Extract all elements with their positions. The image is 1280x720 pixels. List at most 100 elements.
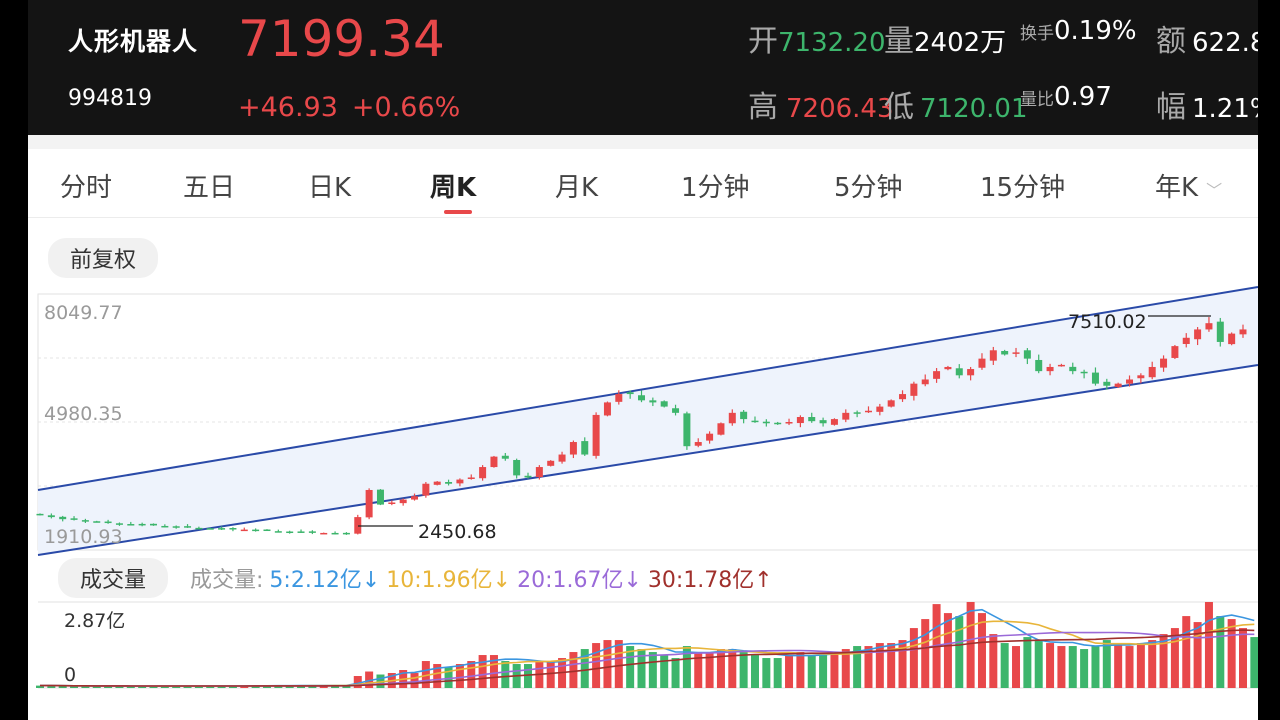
- candle-body: [1012, 352, 1020, 354]
- high-value: 7206.43: [786, 94, 894, 124]
- candle-body: [989, 350, 997, 361]
- candle-body: [1137, 375, 1145, 379]
- candle-body: [1205, 323, 1213, 330]
- candle-body: [399, 499, 407, 504]
- volume-bar: [160, 685, 169, 688]
- candle-body: [354, 517, 362, 534]
- candle-body: [615, 394, 623, 402]
- low-annotation-label: 2450.68: [418, 521, 497, 543]
- volume-bar: [909, 628, 918, 688]
- volume-bar: [47, 685, 56, 688]
- volume-bar: [671, 658, 680, 688]
- tab-yearly-k[interactable]: 年K ﹀: [1155, 167, 1222, 204]
- volume-bar: [297, 685, 306, 688]
- candle-body: [876, 406, 884, 412]
- volume-bar: [728, 649, 737, 688]
- volume-bar: [206, 685, 215, 688]
- volume-bar: [898, 640, 907, 688]
- tab-15-minute[interactable]: 15分钟: [980, 173, 1066, 203]
- candle-body: [59, 516, 67, 520]
- volume-bar: [489, 655, 498, 688]
- candle-body: [751, 420, 759, 423]
- candle-body: [638, 395, 645, 401]
- quote-header: 人形机器人 994819 7199.34 +46.93 +0.66% 开7132.…: [28, 0, 1258, 135]
- candle-body: [944, 366, 952, 370]
- volume-bar: [365, 671, 374, 688]
- index-code: 994819: [68, 86, 152, 111]
- candle-body: [660, 401, 668, 407]
- tab-intraday[interactable]: 分时: [60, 173, 113, 203]
- app-window: 人形机器人 994819 7199.34 +46.93 +0.66% 开7132.…: [28, 0, 1258, 720]
- tab-daily-k[interactable]: 日K: [308, 173, 352, 203]
- volume-bar: [524, 664, 533, 688]
- candle-body: [81, 520, 89, 522]
- volume-bar: [70, 685, 79, 688]
- volume-bar: [251, 685, 260, 688]
- candle-body: [36, 513, 44, 516]
- volume-bar: [467, 661, 476, 688]
- candle-body: [535, 467, 543, 478]
- volume-max-label: 2.87亿: [64, 610, 125, 632]
- volume-bar: [1046, 643, 1055, 688]
- volume-bar: [92, 686, 101, 688]
- candle-body: [796, 417, 804, 424]
- volume-bar: [115, 686, 124, 688]
- volume-bar: [1057, 646, 1066, 688]
- volume-bar: [172, 685, 181, 688]
- candle-body: [967, 369, 975, 376]
- volume-bar: [830, 652, 839, 688]
- candle-body: [785, 422, 793, 424]
- candle-body: [1080, 371, 1088, 374]
- tab-5-minute[interactable]: 5分钟: [834, 173, 903, 203]
- volume-bar: [943, 613, 952, 688]
- candle-body: [592, 414, 600, 456]
- tab-weekly-k[interactable]: 周K: [430, 173, 477, 203]
- adjust-button[interactable]: 前复权: [48, 238, 159, 278]
- volume-bar: [126, 686, 135, 688]
- volume-bar: [81, 685, 90, 688]
- candle-body: [229, 528, 237, 530]
- tab-1-minute[interactable]: 1分钟: [681, 173, 750, 203]
- candle-body: [342, 532, 350, 535]
- candle-body: [842, 412, 850, 420]
- volume-bar: [1159, 634, 1168, 688]
- tab-monthly-k[interactable]: 月K: [555, 173, 599, 203]
- volume-bar: [1080, 649, 1089, 688]
- channel-upper-line: [37, 286, 1258, 491]
- candle-body: [1160, 358, 1168, 368]
- volume-bar: [694, 652, 703, 688]
- candle-body: [955, 368, 963, 376]
- candle-body: [1228, 333, 1236, 345]
- volume-bar: [1227, 619, 1236, 688]
- volume-indicator-button[interactable]: 成交量: [58, 558, 169, 598]
- open-stat: 开7132.20: [748, 16, 886, 60]
- volume-bar: [864, 646, 873, 688]
- candle-body: [1046, 366, 1054, 372]
- ma5-label: 5:2.12亿↓: [269, 568, 381, 593]
- candle-body: [626, 392, 634, 395]
- tab-five-day[interactable]: 五日: [183, 173, 236, 203]
- candle-body: [184, 526, 192, 528]
- candle-body: [411, 496, 419, 500]
- volume-bar: [228, 685, 237, 688]
- volume-bar: [716, 649, 725, 688]
- candle-body: [490, 456, 498, 468]
- volume-bar: [603, 640, 612, 688]
- candle-body: [603, 402, 611, 416]
- candle-body: [1216, 321, 1224, 342]
- volume-bar: [569, 652, 578, 688]
- candle-body: [513, 459, 521, 476]
- candle-body: [910, 383, 918, 396]
- candle-body: [1069, 366, 1077, 372]
- ma20-label: 20:1.67亿↓: [517, 568, 642, 593]
- volume-bar: [1023, 637, 1032, 688]
- volume-bar: [592, 643, 601, 688]
- candle-body: [70, 518, 78, 520]
- candle-body: [365, 489, 373, 518]
- candle-body: [864, 410, 872, 413]
- candle-body: [218, 528, 226, 530]
- volume-bar: [841, 649, 850, 688]
- volume-bar: [308, 685, 317, 688]
- candle-body: [694, 442, 702, 446]
- turnover-label: 换手: [1020, 24, 1054, 44]
